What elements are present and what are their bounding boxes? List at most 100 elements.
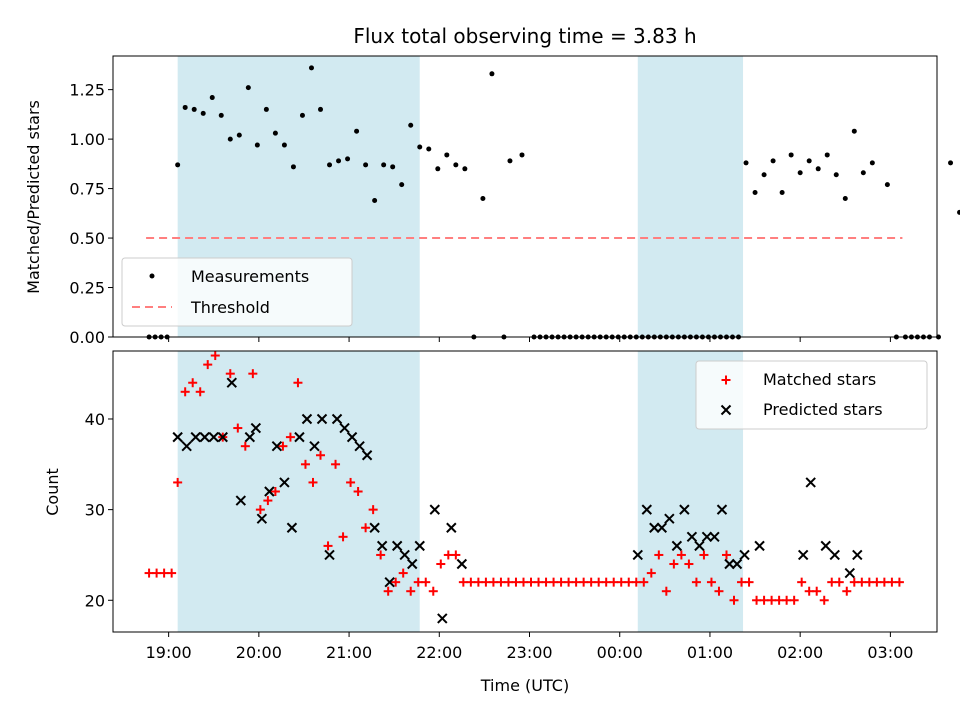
matched-star-point (173, 477, 183, 487)
x-stroke-b (632, 549, 643, 561)
x-stroke-b (686, 531, 698, 543)
measurement-point (815, 166, 821, 172)
x-stroke-b (414, 540, 425, 552)
measurement-point (363, 162, 369, 168)
measurement-point (345, 156, 351, 162)
x-stroke-b (279, 477, 290, 488)
top-y-axis-label: Matched/Predicted stars (24, 100, 43, 294)
matched-star-point (684, 559, 694, 569)
measurement-point (860, 170, 866, 176)
matched-star-point (167, 568, 177, 578)
matched-star-point (804, 586, 814, 596)
x-tick-label: 02:00 (777, 643, 823, 662)
matched-star-point (842, 586, 852, 596)
x-stroke-b (250, 422, 262, 434)
x-stroke-b (208, 431, 219, 443)
predicted-star-point (671, 540, 683, 552)
bottom-panel: 20 30 40 19:00 20:00 21:00 22:00 23:00 00:00 01:… (43, 350, 938, 695)
measurement-point (797, 170, 803, 176)
matched-star-point (759, 595, 769, 605)
matched-star-point (144, 568, 154, 578)
predicted-star-point (731, 558, 743, 570)
x-stroke-b (797, 549, 809, 561)
measurement-point (752, 190, 758, 196)
predicted-star-point (235, 495, 247, 506)
matched-star-point (789, 595, 799, 605)
predicted-star-point (739, 549, 750, 561)
top-x-ticks (168, 337, 891, 342)
predicted-star-point (286, 522, 298, 533)
matched-star-point (225, 369, 235, 379)
matched-star-point (436, 559, 446, 569)
x-stroke-b (716, 504, 728, 515)
legend-plus (721, 375, 731, 385)
predicted-star-point (301, 413, 313, 425)
matched-star-point (323, 541, 333, 551)
matched-star-point (669, 559, 679, 569)
matched-star-point (188, 378, 198, 388)
matched-star-point (872, 577, 882, 587)
predicted-star-point (391, 540, 403, 552)
matched-star-point (159, 568, 169, 578)
predicted-star-point (339, 422, 350, 434)
matched-star-point (263, 496, 273, 506)
x-stroke-b (701, 531, 713, 543)
predicted-star-point (686, 531, 698, 543)
matched-star-point (631, 577, 641, 587)
x-stroke-b (309, 440, 320, 452)
predicted-star-point (324, 549, 335, 561)
x-stroke-b (286, 522, 298, 533)
x-stroke-b (346, 431, 358, 443)
x-stroke-b (376, 540, 388, 552)
predicted-star-point (716, 504, 728, 515)
measurement-point (743, 160, 749, 166)
predicted-star-point (361, 450, 373, 461)
matched-star-point (616, 577, 626, 587)
measurement-point (372, 197, 378, 203)
matched-star-point (549, 577, 559, 587)
matched-star-point (534, 577, 544, 587)
x-stroke-b (829, 549, 840, 561)
x-stroke-b (407, 558, 418, 570)
bottom-y-tick-label: 20 (85, 591, 105, 610)
matched-star-point (624, 577, 634, 587)
matched-star-point (368, 505, 378, 515)
matched-star-point (782, 595, 792, 605)
matched-star-point (564, 577, 574, 587)
measurement-point (399, 182, 405, 188)
legend-predicted-marker (720, 404, 732, 416)
x-stroke-b (720, 404, 732, 416)
matched-star-point (729, 595, 739, 605)
matched-star-point (556, 577, 566, 587)
x-stroke-b (649, 522, 660, 533)
matched-star-point (571, 577, 581, 587)
x-stroke-b (331, 413, 343, 425)
legend-threshold-label: Threshold (190, 298, 270, 317)
matched-star-point (797, 577, 807, 587)
predicted-star-point (399, 549, 410, 561)
x-tick-label: 21:00 (326, 643, 372, 662)
measurement-point (200, 110, 206, 116)
x-axis-label: Time (UTC) (480, 676, 569, 695)
predicted-star-point (429, 504, 440, 515)
x-stroke-b (354, 440, 365, 452)
measurement-point (824, 152, 830, 158)
predicted-star-point (244, 431, 256, 443)
matched-star-point (255, 505, 265, 515)
matched-star-point (481, 577, 491, 587)
matched-star-point (819, 595, 829, 605)
matched-star-point (654, 550, 664, 560)
matched-star-point (752, 595, 762, 605)
matched-star-point (864, 577, 874, 587)
x-stroke-b (384, 576, 395, 588)
predicted-star-point (226, 377, 237, 388)
x-stroke-b (724, 558, 735, 570)
measurement-point (480, 195, 486, 201)
matched-star-point (601, 577, 611, 587)
bottom-x-ticks: 19:00 20:00 21:00 22:00 23:00 00:00 01:00 02:00… (146, 632, 913, 662)
predicted-star-point (709, 531, 720, 543)
predicted-star-point (354, 440, 365, 452)
matched-star-point (308, 477, 318, 487)
measurement-point (381, 162, 387, 168)
x-stroke-b (754, 540, 765, 552)
